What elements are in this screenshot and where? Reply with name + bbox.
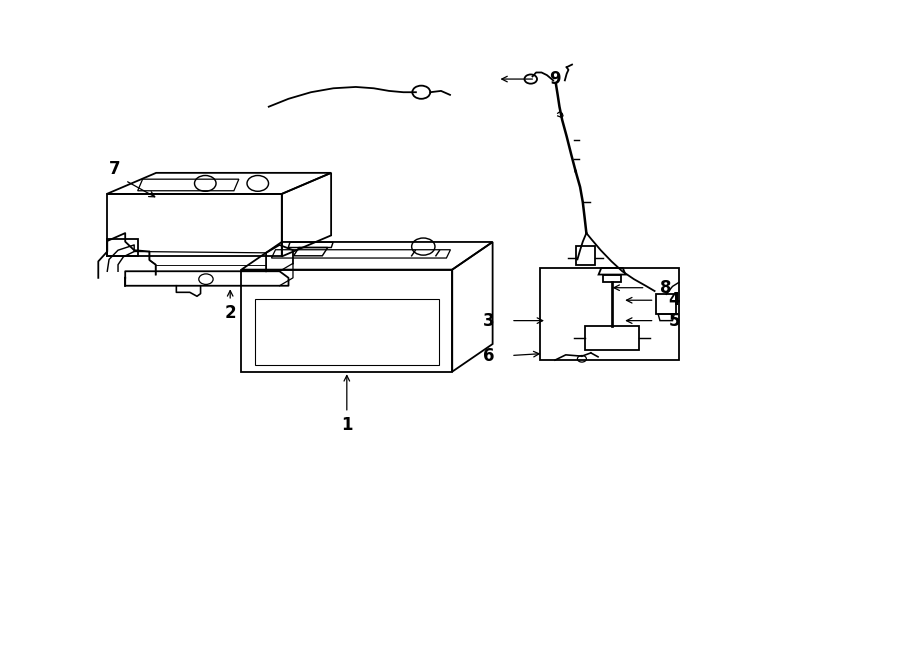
Text: 1: 1 — [341, 416, 353, 434]
Text: 4: 4 — [669, 292, 680, 309]
Text: 6: 6 — [482, 346, 494, 364]
Text: 7: 7 — [109, 159, 121, 178]
Text: 8: 8 — [660, 279, 671, 297]
Text: 5: 5 — [669, 311, 680, 330]
Text: 3: 3 — [482, 311, 494, 330]
Text: 2: 2 — [224, 303, 236, 322]
Text: 9: 9 — [549, 70, 561, 88]
